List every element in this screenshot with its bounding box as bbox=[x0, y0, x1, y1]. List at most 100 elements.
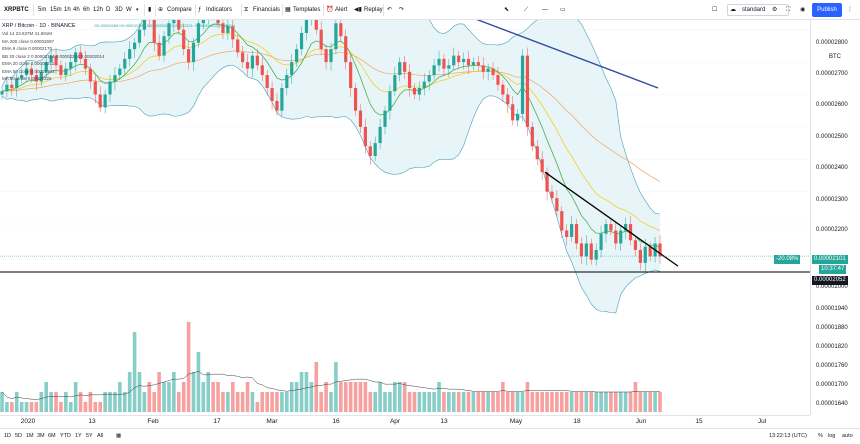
candle-body bbox=[437, 58, 441, 66]
volume-bar bbox=[103, 392, 107, 412]
volume-bar bbox=[559, 392, 564, 412]
interval-4h[interactable]: 4h bbox=[73, 7, 80, 13]
ma200-line bbox=[476, 20, 659, 89]
bar-style-icon[interactable]: ▮ bbox=[148, 7, 152, 13]
alert-button[interactable]: Alert bbox=[335, 7, 348, 13]
compare-button[interactable]: Compare bbox=[167, 7, 192, 13]
candle-body bbox=[535, 146, 539, 160]
volume-bar bbox=[265, 392, 269, 412]
fullscreen-icon[interactable]: ⛶ bbox=[786, 7, 791, 13]
templates-button[interactable]: Templates bbox=[293, 7, 321, 13]
interval-5m[interactable]: 5m bbox=[38, 7, 47, 13]
candle-body bbox=[88, 68, 92, 82]
alert-icon[interactable]: ⏰ bbox=[326, 7, 334, 13]
currency-label[interactable]: BTC bbox=[829, 54, 841, 60]
candle-body bbox=[481, 65, 485, 72]
candle-body bbox=[584, 243, 588, 257]
candle-body bbox=[54, 55, 58, 66]
range-all[interactable]: All bbox=[97, 433, 104, 439]
candle-body bbox=[491, 68, 495, 76]
candle-body bbox=[245, 62, 250, 69]
interval-1h[interactable]: 1h bbox=[64, 7, 71, 13]
range-1y[interactable]: 1Y bbox=[75, 433, 82, 439]
volume-bar bbox=[5, 402, 9, 412]
volume-bar bbox=[118, 382, 122, 412]
candle-body bbox=[658, 243, 662, 257]
interval-1d[interactable]: D bbox=[106, 7, 111, 13]
percent-scale-toggle[interactable]: % bbox=[818, 433, 823, 439]
financials-icon[interactable]: ⧖ bbox=[244, 7, 249, 13]
go-to-date-icon[interactable]: ▦ bbox=[116, 433, 122, 439]
volume-bar bbox=[574, 392, 579, 412]
auto-scale-toggle[interactable]: auto bbox=[842, 433, 853, 439]
toolbar-divider bbox=[155, 4, 156, 16]
undo-icon[interactable]: ↶ bbox=[387, 7, 393, 13]
more-options-icon[interactable]: ⋮ bbox=[847, 7, 853, 13]
candle-body bbox=[29, 68, 34, 76]
time-tick: Jul bbox=[757, 418, 767, 425]
candle-body bbox=[545, 172, 549, 192]
candle-body bbox=[39, 71, 43, 82]
layout-icon[interactable]: ☐ bbox=[712, 7, 718, 13]
indicators-button[interactable]: Indicators bbox=[206, 7, 233, 13]
rectangle-icon[interactable]: ▭ bbox=[560, 7, 566, 13]
interval-1w[interactable]: W bbox=[126, 7, 132, 13]
log-scale-toggle[interactable]: log bbox=[828, 433, 836, 439]
range-1m[interactable]: 1M bbox=[26, 433, 34, 439]
legend-ema20: EMA 20 close 0.00002211 bbox=[2, 61, 55, 66]
volume-bar bbox=[132, 332, 137, 412]
workspace-select[interactable]: standard bbox=[727, 4, 789, 16]
price-axis[interactable]: 0.00002800 BTC 0.00002700 0.00002600 0.0… bbox=[810, 20, 860, 415]
volume-bar bbox=[255, 402, 260, 412]
templates-icon[interactable]: ▦ bbox=[285, 7, 291, 13]
time-axis[interactable]: 2020 13 Feb 17 Mar 16 Apr 13 May 18 Jun … bbox=[0, 415, 810, 428]
volume-bar bbox=[402, 382, 407, 412]
trend-line-icon[interactable]: ⟋ bbox=[524, 7, 529, 13]
volume-bar bbox=[540, 392, 544, 412]
range-5y[interactable]: 5Y bbox=[86, 433, 93, 439]
range-5d[interactable]: 5D bbox=[15, 433, 23, 439]
volume-bar bbox=[618, 392, 623, 412]
price-tick: 0.00002700 bbox=[816, 71, 848, 77]
legend-ema50: EMA 50 close 0.00002303 bbox=[2, 68, 55, 74]
volume-bar bbox=[270, 392, 274, 412]
range-ytd[interactable]: YTD bbox=[60, 433, 71, 439]
volume-bar bbox=[59, 402, 63, 412]
drawing-pointer-icon[interactable]: ⬉ bbox=[504, 7, 510, 13]
symbol-search-button[interactable]: XRPBTC bbox=[4, 7, 29, 13]
interval-12h[interactable]: 12h bbox=[93, 7, 104, 13]
time-tick: Feb bbox=[147, 418, 159, 425]
candle-body bbox=[422, 81, 426, 89]
range-6m[interactable]: 6M bbox=[48, 433, 56, 439]
range-1d[interactable]: 1D bbox=[4, 433, 12, 439]
interval-15m[interactable]: 15m bbox=[50, 7, 62, 13]
candle-body bbox=[59, 65, 63, 76]
chart-pane[interactable]: XRP / Bitcoin · 1D · BINANCE Vol 14 23.6… bbox=[0, 20, 810, 415]
range-3m[interactable]: 3M bbox=[37, 433, 45, 439]
redo-icon[interactable]: ↷ bbox=[399, 7, 405, 13]
time-tick: 15 bbox=[695, 418, 703, 425]
candle-body bbox=[555, 198, 559, 212]
indicators-icon[interactable]: ƒ bbox=[198, 7, 202, 13]
candle-body bbox=[579, 243, 584, 257]
financials-button[interactable]: Financials bbox=[253, 7, 281, 13]
time-tick: 17 bbox=[213, 418, 221, 425]
chevron-down-icon[interactable]: ▾ bbox=[136, 7, 139, 13]
settings-icon[interactable]: ⚙ bbox=[772, 7, 778, 13]
candle-body bbox=[363, 126, 367, 147]
candle-body bbox=[633, 240, 638, 250]
camera-icon[interactable]: ◉ bbox=[800, 7, 806, 13]
interval-3d[interactable]: 3D bbox=[115, 7, 123, 13]
volume-bar bbox=[24, 402, 29, 412]
interval-6h[interactable]: 6h bbox=[83, 7, 90, 13]
compare-icon[interactable]: ⊕ bbox=[158, 7, 164, 13]
horizontal-line-icon[interactable]: — bbox=[542, 7, 548, 13]
publish-button[interactable]: Publish bbox=[812, 3, 842, 17]
candle-body bbox=[349, 62, 353, 89]
price-chart[interactable] bbox=[0, 20, 810, 415]
replay-icon[interactable]: ◀▮ bbox=[354, 7, 362, 13]
utc-clock[interactable]: 13:22:13 (UTC) bbox=[769, 433, 807, 439]
volume-bar bbox=[456, 392, 461, 412]
volume-bar bbox=[643, 392, 648, 412]
replay-button[interactable]: Replay bbox=[364, 7, 383, 13]
